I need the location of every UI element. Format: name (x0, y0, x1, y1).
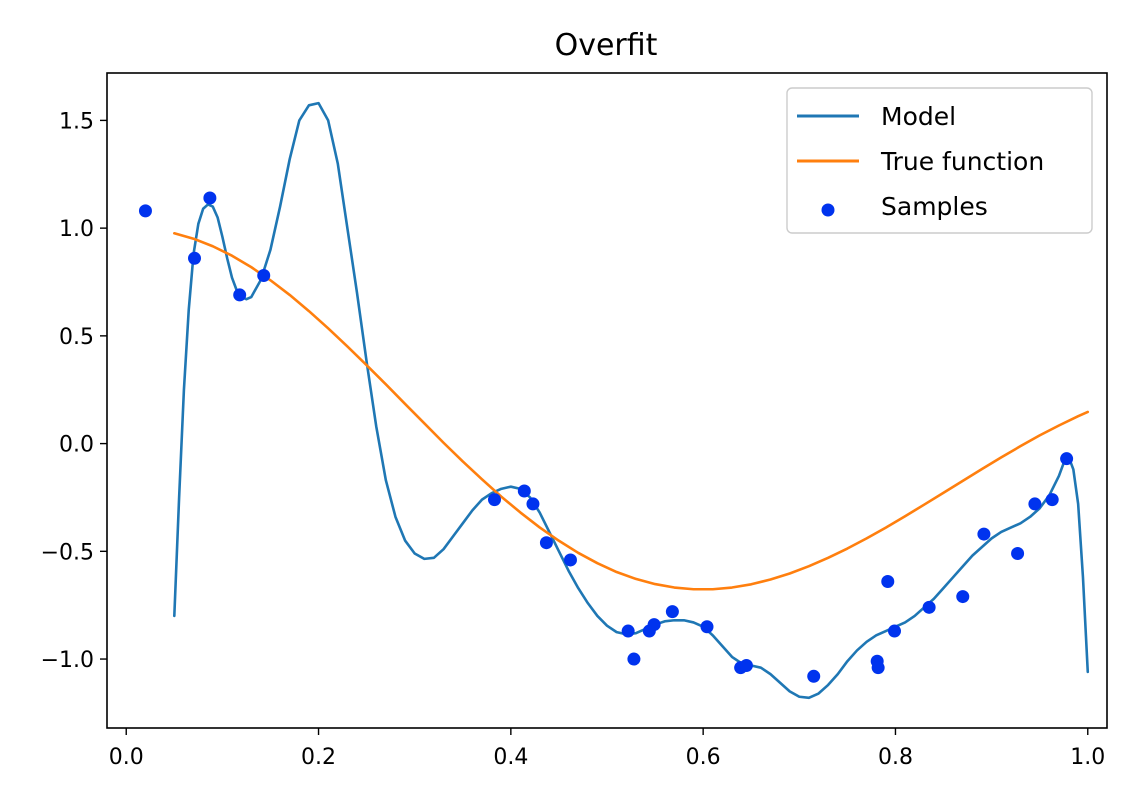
sample-point (488, 493, 501, 507)
x-tick-label: 0.8 (878, 745, 913, 770)
x-tick-label: 0.0 (109, 745, 144, 770)
sample-point (517, 484, 531, 498)
sample-point (700, 620, 714, 634)
legend-box (786, 87, 1093, 234)
sample-point (647, 618, 661, 632)
sample-point (665, 605, 679, 619)
chart-title: Overfit (555, 28, 658, 63)
y-tick-label: 0.0 (59, 433, 94, 458)
y-axis: −1.0 −0.5 0.0 0.5 1.0 1.5 (41, 109, 107, 673)
legend: Model True function Samples (786, 87, 1093, 234)
legend-label-true-function: True function (880, 147, 1044, 176)
sample-point (526, 497, 540, 511)
sample-point (871, 661, 885, 675)
sample-point (627, 652, 641, 666)
sample-point (956, 590, 970, 604)
series-line-true-function (173, 232, 1090, 591)
y-tick-label: 1.0 (59, 217, 94, 242)
sample-point (807, 669, 821, 683)
sample-point (203, 191, 217, 205)
sample-point (1011, 546, 1025, 560)
legend-label-samples: Samples (881, 192, 988, 221)
sample-point (563, 553, 577, 567)
x-tick-label: 1.0 (1070, 745, 1105, 770)
sample-point (233, 288, 247, 302)
sample-point (1045, 493, 1059, 507)
sample-point (922, 600, 936, 614)
y-tick-label: −0.5 (41, 540, 94, 565)
sample-point (138, 204, 152, 218)
plot-area (106, 72, 1108, 729)
sample-point (881, 574, 895, 588)
series-line-model (173, 101, 1090, 700)
legend-swatch-samples (821, 203, 835, 217)
x-tick-label: 0.6 (686, 745, 721, 770)
sample-point (621, 624, 635, 638)
plot-frame (106, 72, 1108, 729)
sample-point (888, 624, 901, 638)
legend-label-model: Model (881, 102, 956, 131)
sample-point (257, 269, 271, 283)
sample-point (977, 527, 991, 541)
x-tick-label: 0.2 (301, 745, 336, 770)
x-axis: 0.0 0.2 0.4 0.6 0.8 1.0 (109, 728, 1105, 770)
series-layer (138, 101, 1090, 700)
x-tick-label: 0.4 (493, 745, 528, 770)
sample-point (539, 536, 553, 550)
y-tick-label: −1.0 (41, 648, 94, 673)
y-tick-label: 1.5 (59, 109, 94, 134)
sample-point (1060, 452, 1074, 466)
sample-point (739, 659, 753, 673)
sample-point (188, 251, 201, 265)
sample-point (1028, 497, 1042, 511)
y-tick-label: 0.5 (59, 325, 94, 350)
